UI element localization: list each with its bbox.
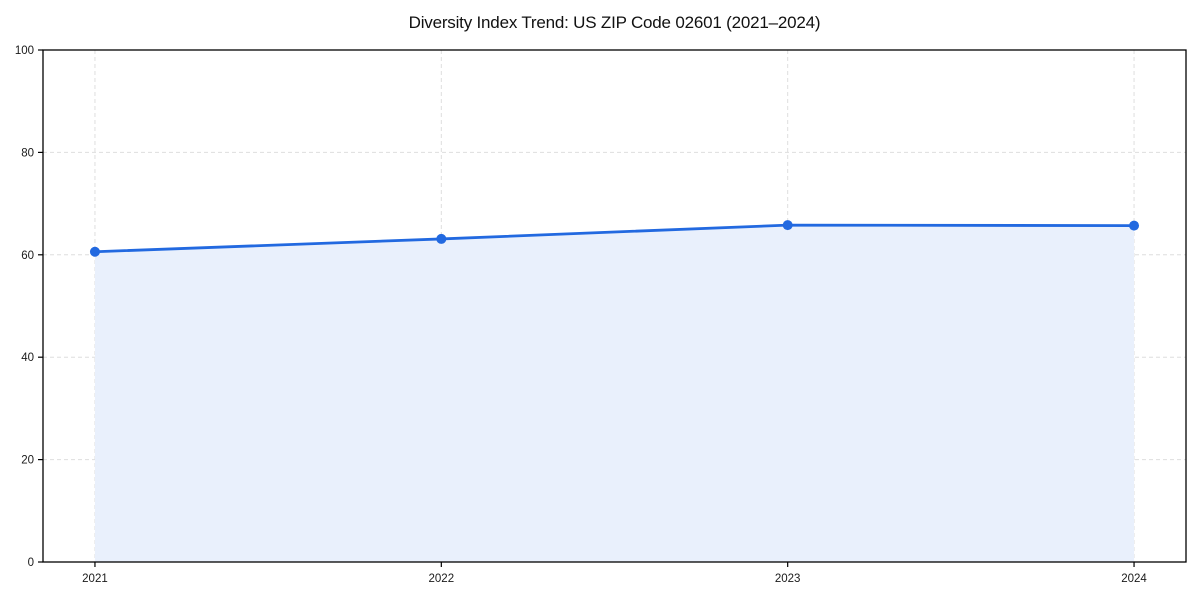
plot-frame	[42, 49, 1187, 563]
trend-line	[93, 223, 1136, 254]
y-tick-label: 80	[21, 147, 34, 159]
y-tick-label: 100	[15, 45, 34, 57]
data-point-2021	[89, 246, 100, 257]
y-tick-label: 20	[21, 455, 34, 467]
y-tick-label: 40	[21, 352, 34, 364]
x-tick-label: 2022	[429, 573, 455, 585]
data-point-2023	[782, 220, 793, 231]
data-point-2024	[1129, 220, 1140, 231]
y-tick-label: 60	[21, 250, 34, 262]
data-point-2022	[436, 233, 447, 244]
area-fill	[94, 225, 1135, 562]
y-tick-label: 0	[28, 557, 34, 569]
chart-title: Diversity Index Trend: US ZIP Code 02601…	[408, 13, 821, 32]
x-tick-label: 2024	[1121, 573, 1147, 585]
x-tick-label: 2021	[82, 573, 108, 585]
x-tick-label: 2023	[775, 573, 801, 585]
